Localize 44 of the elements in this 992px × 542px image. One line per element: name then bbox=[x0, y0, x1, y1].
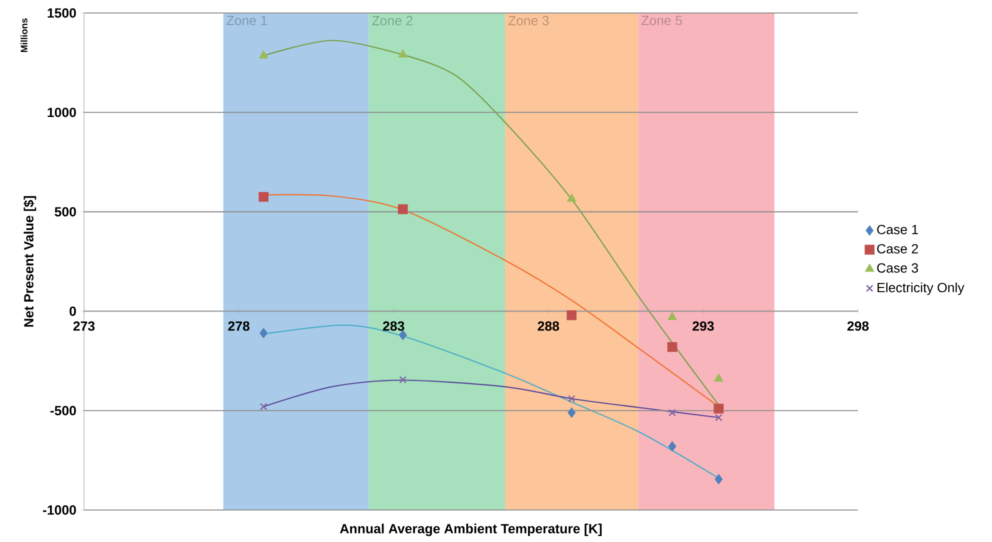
y-tick-label: -1000 bbox=[43, 505, 76, 515]
x-tick-label: 288 bbox=[538, 321, 560, 331]
x-tick-label: 283 bbox=[382, 321, 404, 331]
point bbox=[260, 402, 268, 410]
point bbox=[714, 474, 723, 484]
legend-label: Electricity Only bbox=[878, 282, 964, 295]
point bbox=[668, 408, 676, 416]
line-series bbox=[262, 380, 720, 418]
point bbox=[715, 414, 722, 422]
point bbox=[260, 328, 268, 338]
x-tick-label: 278 bbox=[228, 321, 250, 331]
point bbox=[567, 194, 576, 202]
point bbox=[259, 50, 268, 59]
band-label: Zone 5 bbox=[642, 16, 682, 26]
point bbox=[714, 374, 724, 382]
legend-label: Case 3 bbox=[877, 263, 918, 273]
point bbox=[258, 192, 268, 202]
x-tick-label: 273 bbox=[73, 321, 95, 331]
point bbox=[668, 441, 676, 452]
band-label: Zone 1 bbox=[226, 16, 267, 26]
y-axis-title: Net Present Value [$] bbox=[23, 196, 36, 327]
y-tick-label: 500 bbox=[54, 207, 76, 216]
x-tick-label: 298 bbox=[847, 321, 869, 331]
point bbox=[568, 395, 576, 402]
y-tick-label: 1500 bbox=[48, 8, 76, 18]
point bbox=[568, 408, 576, 418]
x-tick-label: 293 bbox=[692, 321, 714, 331]
x-axis-title: Annual Average Ambient Temperature [K] bbox=[340, 524, 602, 536]
y-tick-label: 1000 bbox=[48, 108, 76, 118]
point bbox=[398, 204, 408, 214]
band-label: Zone 3 bbox=[508, 16, 549, 26]
legend-label: Case 1 bbox=[877, 224, 918, 234]
y-tick-label: 0 bbox=[70, 306, 76, 316]
point bbox=[714, 404, 724, 414]
point bbox=[566, 310, 577, 320]
point bbox=[667, 342, 678, 352]
point bbox=[399, 376, 407, 384]
legend-label: Case 2 bbox=[877, 244, 918, 254]
point bbox=[399, 330, 407, 340]
point bbox=[398, 50, 408, 58]
point bbox=[668, 312, 677, 320]
y-tick-label: -500 bbox=[50, 406, 76, 416]
text: Millions bbox=[20, 18, 28, 52]
band-label: Zone 2 bbox=[372, 16, 412, 26]
